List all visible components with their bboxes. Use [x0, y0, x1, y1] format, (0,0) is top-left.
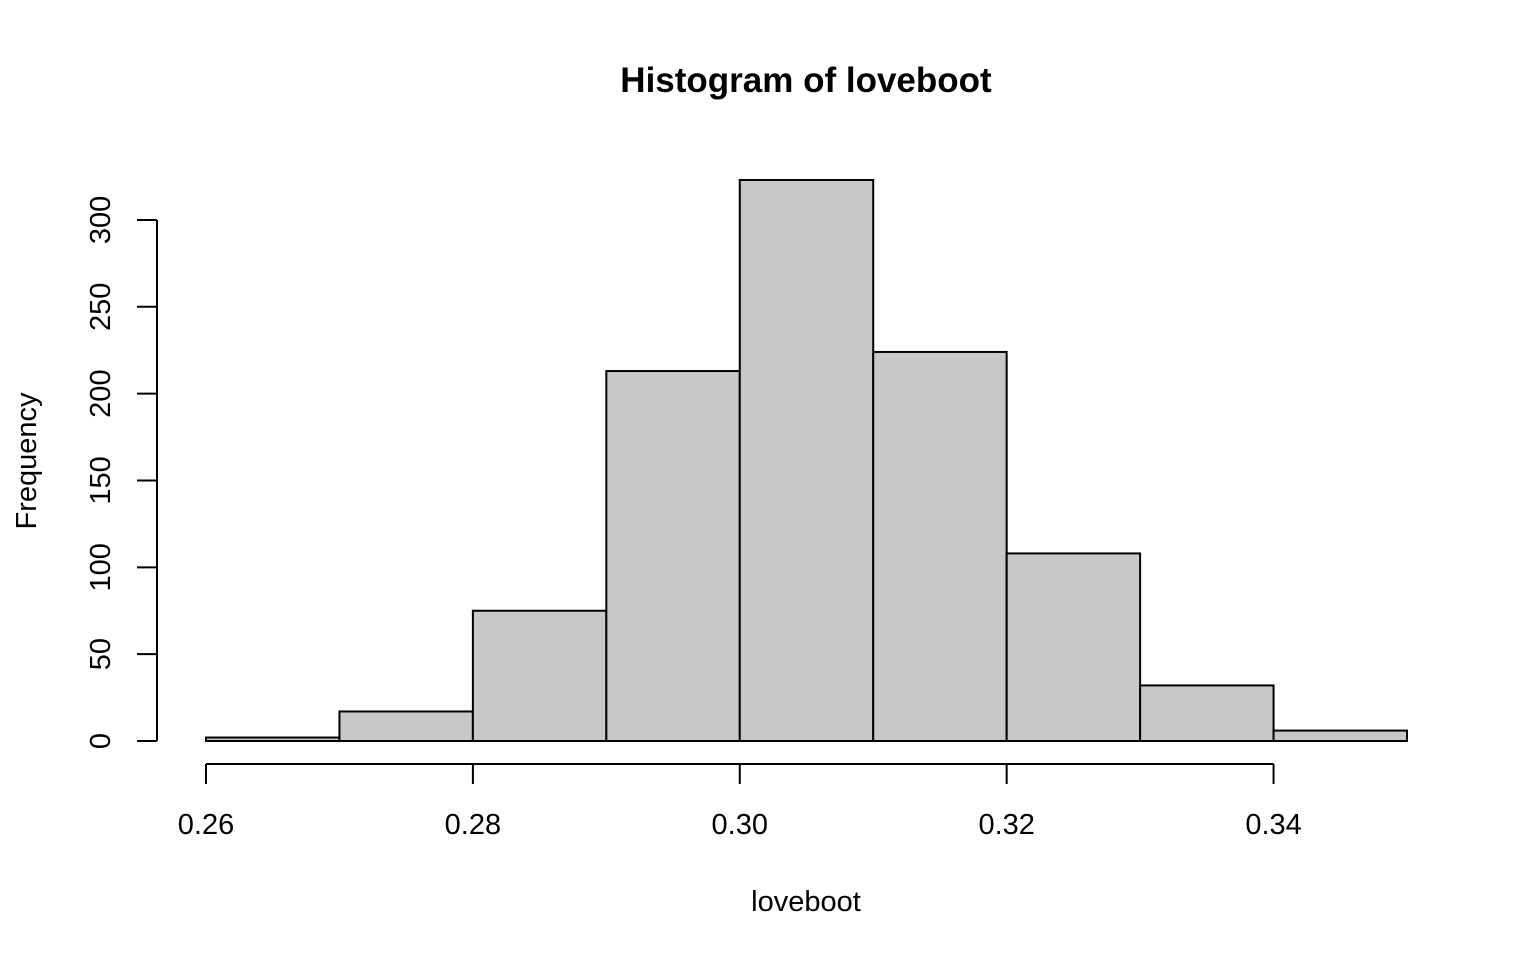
histogram-bar [605, 370, 741, 742]
histogram-bar [872, 350, 1008, 742]
x-tick-label: 0.28 [445, 809, 501, 841]
x-tick-label: 0.26 [178, 809, 234, 841]
histogram-bar [1272, 729, 1409, 743]
histogram-bar [738, 179, 875, 742]
histogram-bar [1005, 552, 1142, 742]
histogram-bar [1139, 684, 1275, 742]
histogram-bar [471, 609, 608, 742]
y-tick-label: 300 [85, 196, 117, 244]
x-tick-label: 0.32 [978, 809, 1034, 841]
y-axis-label: Frequency [11, 392, 43, 530]
histogram-bar [205, 736, 341, 743]
y-tick-label: 150 [85, 456, 117, 504]
y-tick-label: 50 [85, 638, 117, 670]
x-tick-label: 0.34 [1245, 809, 1301, 841]
x-tick-label: 0.30 [712, 809, 768, 841]
y-tick-label: 200 [85, 369, 117, 417]
y-tick-label: 250 [85, 283, 117, 331]
x-axis-label: loveboot [751, 886, 861, 918]
bars-group [205, 179, 1409, 743]
histogram-bar [338, 710, 474, 742]
x-axis: 0.26 0.28 0.30 0.32 0.34 [178, 763, 1302, 841]
y-tick-label: 100 [85, 543, 117, 591]
y-axis: 0 50 100 150 200 250 300 [85, 196, 158, 749]
y-tick-label: 0 [85, 733, 117, 749]
chart-title: Histogram of loveboot [620, 61, 992, 100]
